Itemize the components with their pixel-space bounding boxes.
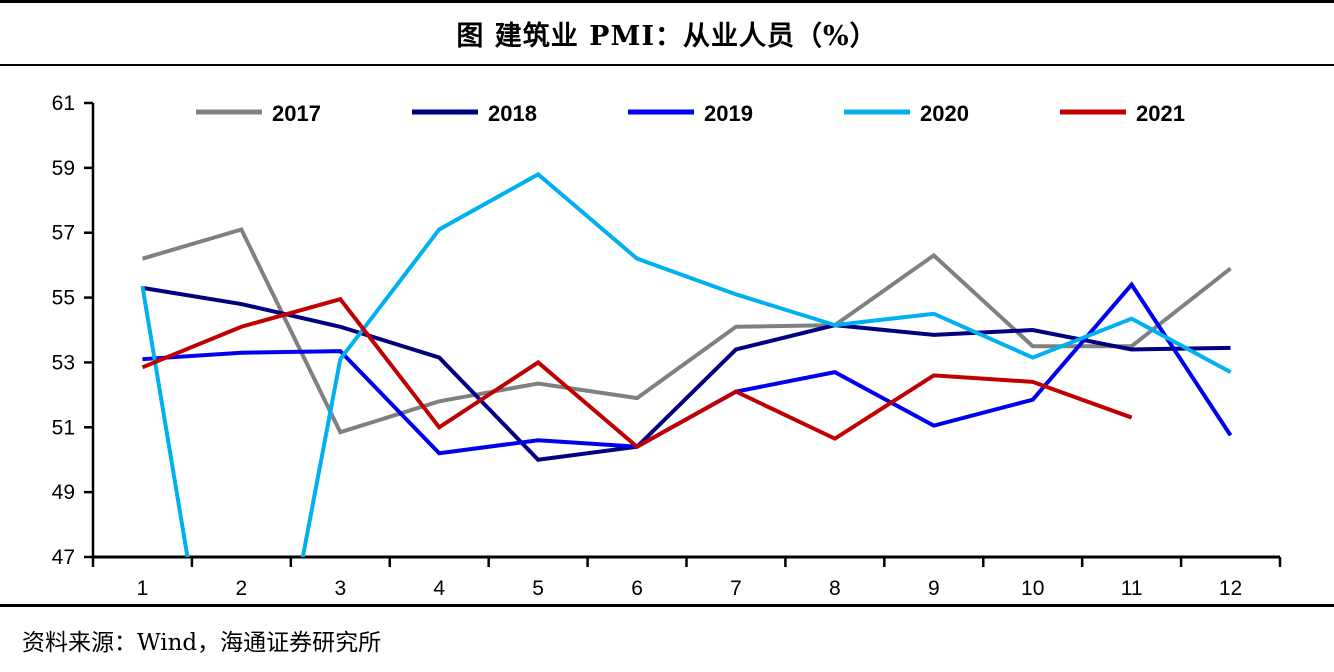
legend-label-2021: 2021 bbox=[1136, 101, 1185, 126]
y-tick-label: 53 bbox=[52, 351, 75, 374]
series-line-2020 bbox=[140, 171, 1232, 557]
y-tick-label: 59 bbox=[52, 157, 75, 180]
x-tick-label: 8 bbox=[829, 577, 841, 600]
footer-bar: 资料来源：Wind，海通证券研究所 bbox=[0, 604, 1334, 672]
x-tick-label: 6 bbox=[631, 577, 643, 600]
x-tick-label: 9 bbox=[928, 577, 940, 600]
x-tick-label: 4 bbox=[433, 577, 445, 600]
x-tick-label: 5 bbox=[532, 577, 544, 600]
x-axis bbox=[91, 555, 1282, 567]
y-tick-label: 61 bbox=[52, 92, 75, 115]
series-line-2018 bbox=[142, 285, 1231, 462]
legend-label-2020: 2020 bbox=[920, 101, 969, 126]
page-title: 图 建筑业 PMI：从业人员（%） bbox=[456, 21, 878, 52]
x-tick-label: 10 bbox=[1021, 577, 1044, 600]
x-tick-label: 2 bbox=[236, 577, 248, 600]
x-tick-label: 11 bbox=[1121, 577, 1143, 600]
y-tick-label: 51 bbox=[52, 416, 75, 439]
chart-legend: 2017 2018 2019 2020 2021 bbox=[196, 101, 1185, 126]
x-tick-label: 1 bbox=[137, 577, 149, 600]
plot-area: 47 49 51 53 55 57 59 61 1 2 3 4 5 6 7 8 9 10 11 12 2017 201… bbox=[0, 66, 1334, 604]
y-tick-label: 47 bbox=[52, 546, 75, 569]
legend-label-2017: 2017 bbox=[272, 101, 321, 126]
data-series-group bbox=[140, 171, 1233, 557]
x-tick-label: 12 bbox=[1219, 577, 1242, 600]
y-axis-tick-labels: 47 49 51 53 55 57 59 61 bbox=[52, 92, 75, 569]
source-note: 资料来源：Wind，海通证券研究所 bbox=[22, 629, 382, 656]
legend-label-2018: 2018 bbox=[488, 101, 537, 126]
y-axis bbox=[84, 101, 95, 559]
x-tick-label: 7 bbox=[730, 577, 742, 600]
y-tick-label: 57 bbox=[52, 222, 75, 245]
y-tick-label: 49 bbox=[52, 481, 75, 504]
x-axis-tick-labels: 1 2 3 4 5 6 7 8 9 10 11 12 bbox=[137, 577, 1243, 600]
series-line-2017 bbox=[141, 227, 1232, 435]
legend-label-2019: 2019 bbox=[704, 101, 753, 126]
y-tick-label: 55 bbox=[52, 287, 75, 310]
title-bar: 图 建筑业 PMI：从业人员（%） bbox=[0, 0, 1334, 66]
x-tick-label: 3 bbox=[334, 577, 346, 600]
series-line-2021 bbox=[141, 296, 1133, 450]
